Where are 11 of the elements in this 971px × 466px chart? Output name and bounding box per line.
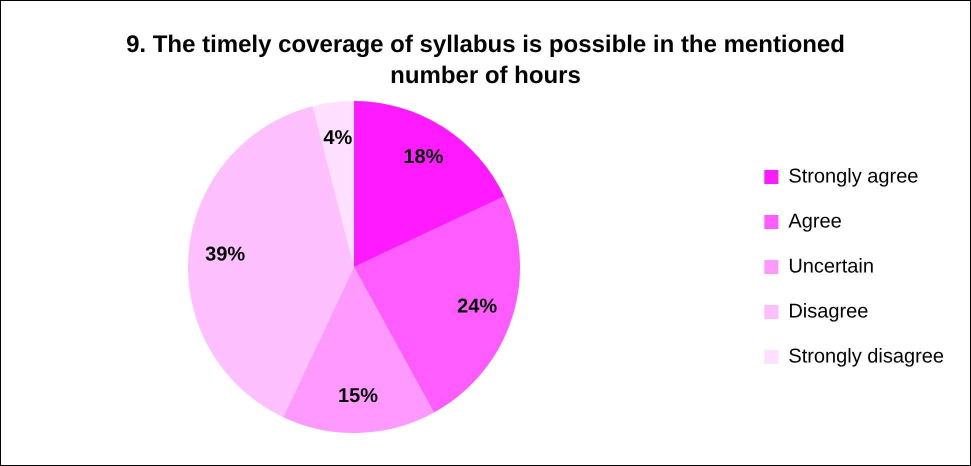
data-label: 18% xyxy=(403,146,444,168)
legend-label: Disagree xyxy=(788,300,868,323)
legend-label: Uncertain xyxy=(788,256,874,278)
data-label: 24% xyxy=(457,296,498,318)
chart-title: 9. The timely coverage of syllabus is possible in the mentioned number of hours xyxy=(125,30,846,91)
data-label: 15% xyxy=(338,384,378,407)
legend-label: Strongly disagree xyxy=(788,346,944,368)
legend-label: Strongly agree xyxy=(788,166,918,188)
data-label: 4% xyxy=(323,127,352,150)
legend-label: Agree xyxy=(788,210,842,233)
data-label: 39% xyxy=(205,243,246,266)
